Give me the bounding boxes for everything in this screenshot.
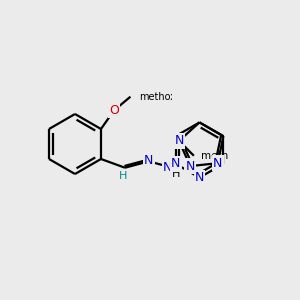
Text: N: N (185, 160, 195, 172)
Text: H: H (172, 169, 180, 179)
Text: N: N (163, 161, 172, 174)
Text: N: N (213, 157, 222, 170)
Text: N: N (171, 157, 180, 170)
Text: N: N (174, 134, 184, 147)
Text: H: H (119, 171, 128, 181)
Text: O: O (109, 104, 119, 117)
Text: N: N (144, 154, 153, 167)
Text: methoxy: methoxy (139, 92, 182, 102)
Text: N: N (195, 171, 204, 184)
Text: methyl: methyl (201, 151, 238, 161)
